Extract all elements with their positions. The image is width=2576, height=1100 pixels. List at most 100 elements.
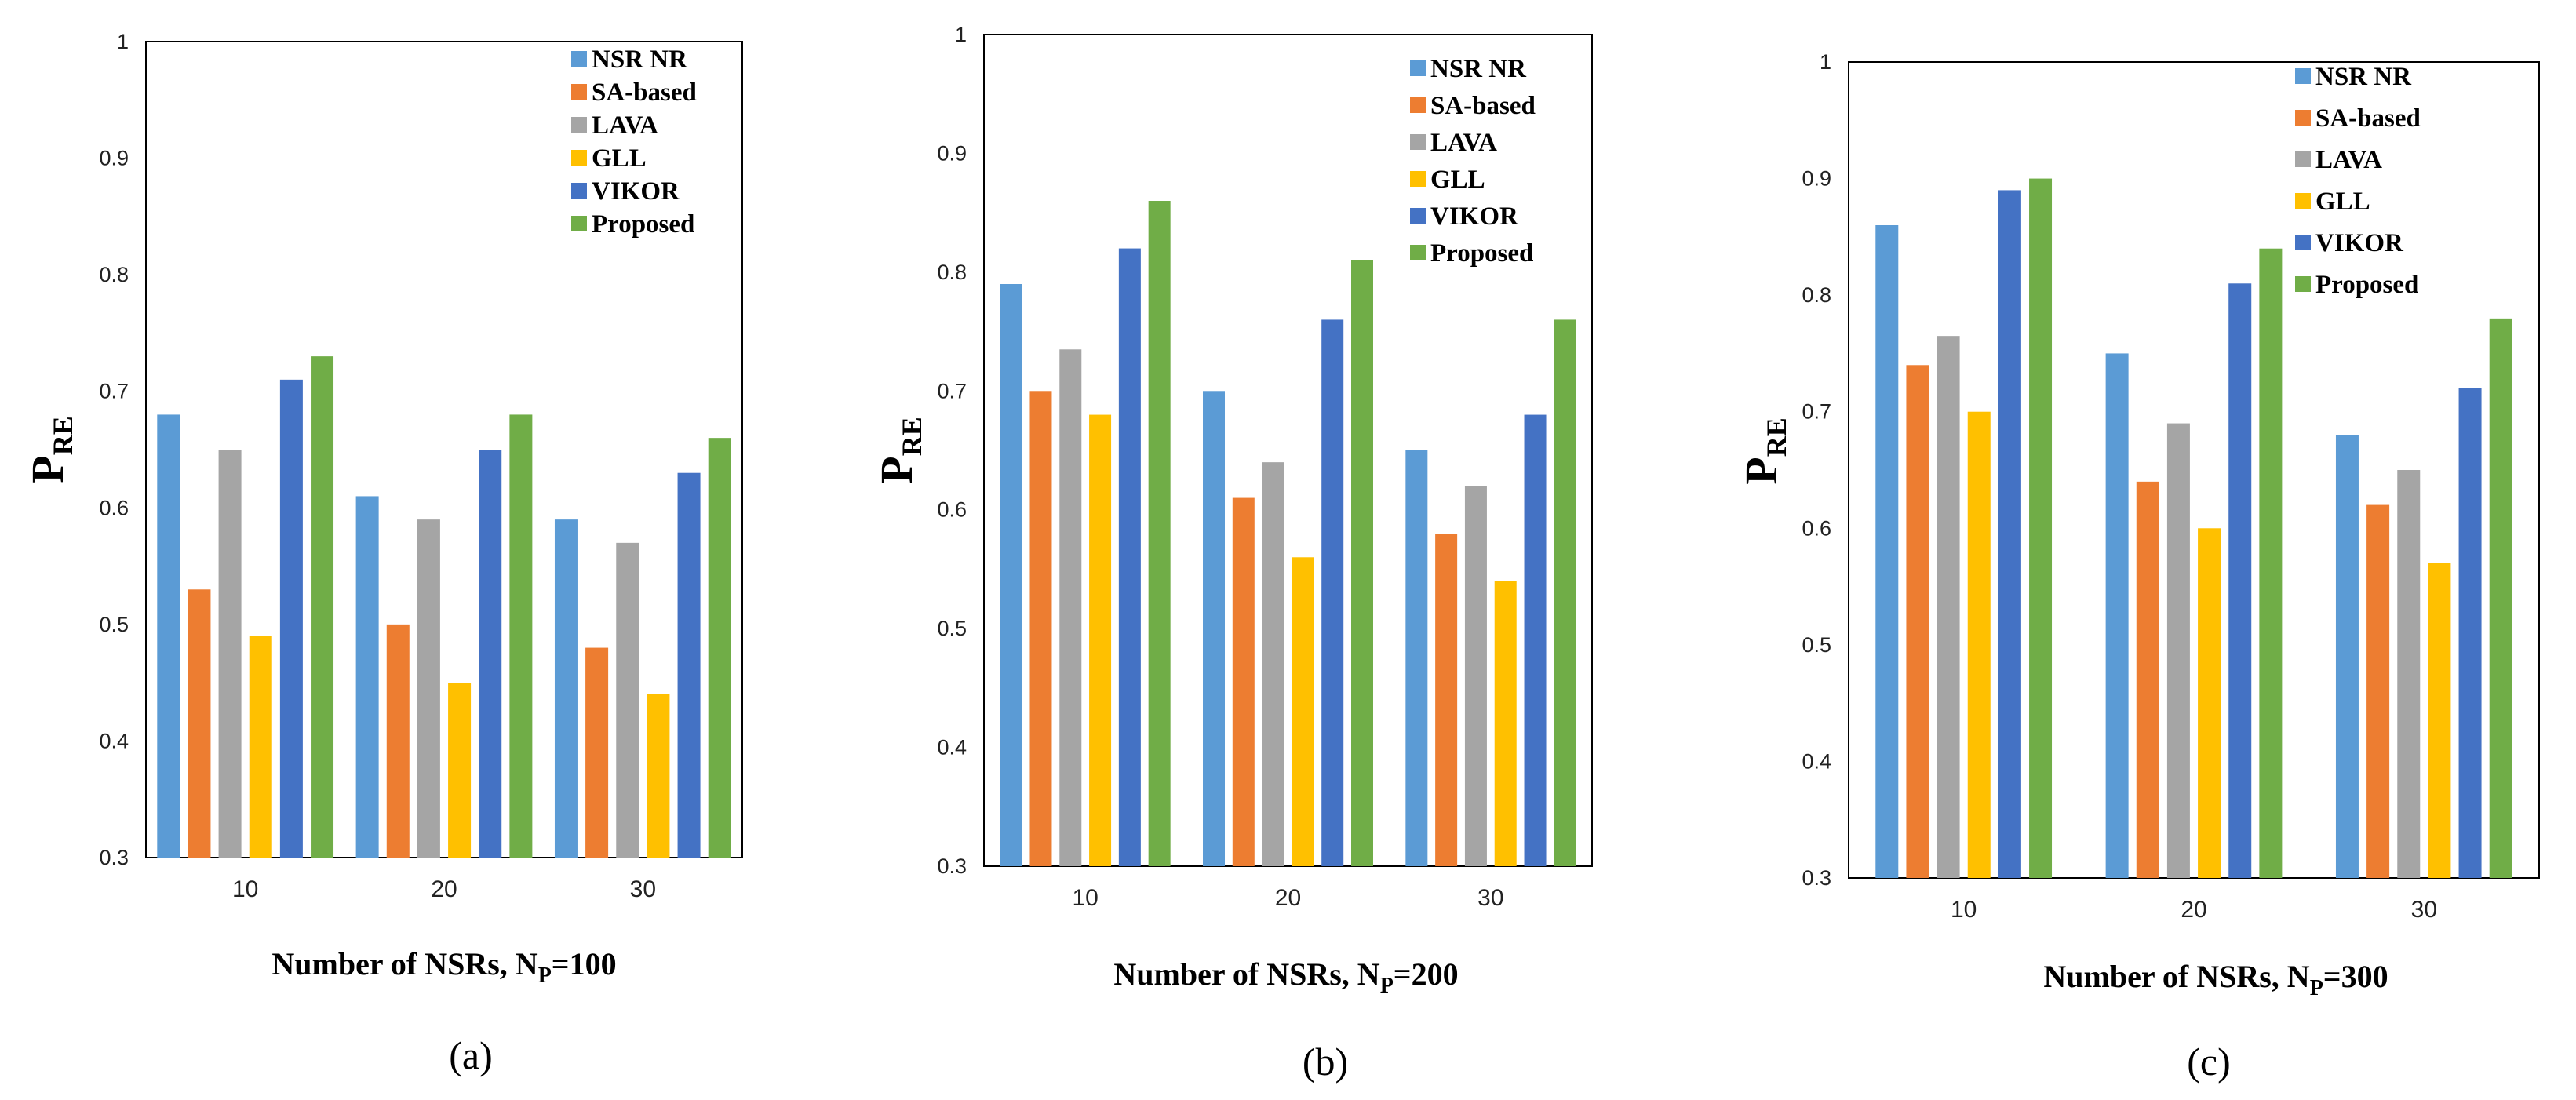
legend-swatch-proposed bbox=[1410, 245, 1426, 260]
legend-swatch-vikor bbox=[2295, 235, 2311, 250]
bar-gll-10 bbox=[249, 636, 272, 858]
legend-label-proposed: Proposed bbox=[2315, 271, 2418, 299]
bar-proposed-20 bbox=[2259, 248, 2283, 878]
bar-nsr-nr-10 bbox=[157, 414, 180, 858]
legend-label-gll: GLL bbox=[592, 144, 647, 173]
y-tick-label: 1 bbox=[117, 30, 129, 53]
y-tick-label: 0.5 bbox=[1802, 633, 1831, 657]
bar-gll-10 bbox=[1967, 411, 1991, 878]
bar-nsr-nr-20 bbox=[355, 496, 379, 858]
legend-label-lava: LAVA bbox=[1430, 129, 1497, 157]
legend-swatch-gll bbox=[2295, 193, 2311, 209]
legend-swatch-lava bbox=[2295, 151, 2311, 167]
legend-label-proposed: Proposed bbox=[592, 210, 694, 239]
y-tick-label: 0.8 bbox=[937, 260, 967, 284]
bar-vikor-10 bbox=[1998, 190, 2021, 878]
legend-swatch-lava bbox=[1410, 134, 1426, 150]
x-tick-label: 10 bbox=[1072, 885, 1098, 911]
bar-proposed-10 bbox=[311, 356, 334, 858]
legend-label-gll: GLL bbox=[2315, 188, 2370, 216]
plot-area-frame bbox=[1848, 61, 2540, 879]
bar-nsr-nr-30 bbox=[554, 519, 578, 858]
bar-lava-10 bbox=[1937, 336, 1960, 879]
bar-proposed-30 bbox=[2489, 318, 2512, 878]
bar-sa-based-10 bbox=[1906, 365, 1929, 878]
y-tick-label: 0.8 bbox=[99, 263, 129, 286]
bar-vikor-20 bbox=[2228, 283, 2252, 878]
bar-gll-10 bbox=[1089, 414, 1112, 866]
bar-proposed-30 bbox=[1554, 319, 1576, 866]
y-axis-title: PRE bbox=[1736, 417, 1792, 484]
bar-nsr-nr-30 bbox=[1405, 450, 1428, 866]
y-tick-label: 0.9 bbox=[99, 147, 129, 170]
y-axis-title: PRE bbox=[22, 416, 78, 483]
bar-nsr-nr-30 bbox=[2335, 435, 2359, 878]
bar-vikor-20 bbox=[479, 450, 502, 858]
legend-label-sa-based: SA-based bbox=[592, 78, 697, 107]
bar-gll-20 bbox=[1292, 557, 1314, 866]
bar-lava-30 bbox=[1464, 486, 1487, 866]
bar-lava-20 bbox=[417, 519, 440, 858]
chart-panel-b: 0.3 0.4 0.5 0.6 0.7 0.8 0.9 1 10 20 30 NSR NR SA-b… bbox=[858, 0, 1717, 1100]
bar-lava-10 bbox=[218, 450, 242, 858]
bar-vikor-30 bbox=[677, 472, 701, 858]
legend-swatch-vikor bbox=[1410, 208, 1426, 224]
bar-lava-30 bbox=[616, 542, 639, 858]
bar-proposed-10 bbox=[2029, 178, 2053, 879]
y-tick-label: 0.8 bbox=[1802, 283, 1831, 307]
legend-swatch-gll bbox=[571, 150, 587, 166]
x-axis-title: Number of NSRs, NP=200 bbox=[1113, 956, 1458, 998]
bar-proposed-30 bbox=[708, 438, 731, 858]
legend-label-nsr-nr: NSR NR bbox=[1430, 55, 1527, 83]
legend-swatch-gll bbox=[1410, 171, 1426, 187]
y-tick-label: 1 bbox=[955, 23, 967, 46]
y-tick-label: 0.9 bbox=[1802, 167, 1831, 191]
bar-proposed-10 bbox=[1148, 201, 1171, 866]
bar-sa-based-10 bbox=[1029, 391, 1052, 866]
x-tick-label: 10 bbox=[232, 876, 258, 902]
plot-area-frame bbox=[983, 34, 1593, 867]
y-tick-label: 0.6 bbox=[937, 498, 967, 522]
y-tick-label: 0.7 bbox=[1802, 400, 1831, 424]
x-tick-label: 30 bbox=[1477, 885, 1503, 911]
legend-swatch-proposed bbox=[571, 216, 587, 231]
legend-label-lava: LAVA bbox=[592, 111, 658, 140]
legend-label-vikor: VIKOR bbox=[1430, 202, 1519, 231]
bar-proposed-20 bbox=[509, 414, 533, 858]
bar-sa-based-30 bbox=[1435, 534, 1458, 866]
bar-sa-based-20 bbox=[1232, 497, 1255, 866]
bar-nsr-nr-10 bbox=[1875, 225, 1899, 878]
y-tick-label: 0.7 bbox=[99, 380, 129, 403]
y-tick-label: 0.5 bbox=[937, 617, 967, 640]
legend-label-sa-based: SA-based bbox=[1430, 92, 1536, 120]
legend-label-vikor: VIKOR bbox=[592, 177, 680, 206]
chart-c-svg: 0.3 0.4 0.5 0.6 0.7 0.8 0.9 1 10 20 30 NSR NR SA-b… bbox=[1736, 50, 2540, 1084]
bar-sa-based-30 bbox=[2366, 504, 2390, 878]
legend-swatch-sa-based bbox=[1410, 97, 1426, 113]
bar-sa-based-30 bbox=[585, 647, 609, 858]
legend-swatch-nsr-nr bbox=[2295, 68, 2311, 84]
y-tick-label: 0.7 bbox=[937, 379, 967, 402]
bar-lava-30 bbox=[2397, 470, 2421, 878]
y-tick-label: 0.4 bbox=[937, 736, 967, 759]
y-tick-label: 1 bbox=[1820, 50, 1831, 74]
bar-gll-30 bbox=[2428, 563, 2451, 878]
x-tick-label: 30 bbox=[630, 876, 656, 902]
y-axis-title: PRE bbox=[871, 417, 927, 483]
bar-nsr-nr-20 bbox=[1203, 391, 1225, 866]
legend-label-nsr-nr: NSR NR bbox=[592, 46, 688, 74]
legend-swatch-sa-based bbox=[2295, 110, 2311, 126]
panel-caption: (c) bbox=[2187, 1040, 2231, 1084]
legend-swatch-vikor bbox=[571, 183, 587, 199]
bar-gll-30 bbox=[1494, 581, 1517, 866]
y-tick-label: 0.6 bbox=[1802, 516, 1831, 540]
bar-vikor-20 bbox=[1321, 319, 1344, 866]
bar-nsr-nr-20 bbox=[2105, 353, 2129, 878]
y-tick-label: 0.4 bbox=[1802, 749, 1831, 773]
legend-label-proposed: Proposed bbox=[1430, 239, 1533, 268]
bar-lava-20 bbox=[1262, 462, 1284, 866]
bar-vikor-10 bbox=[279, 379, 303, 858]
legend-swatch-sa-based bbox=[571, 84, 587, 100]
y-tick-label: 0.6 bbox=[99, 496, 129, 519]
bar-lava-20 bbox=[2166, 423, 2190, 878]
